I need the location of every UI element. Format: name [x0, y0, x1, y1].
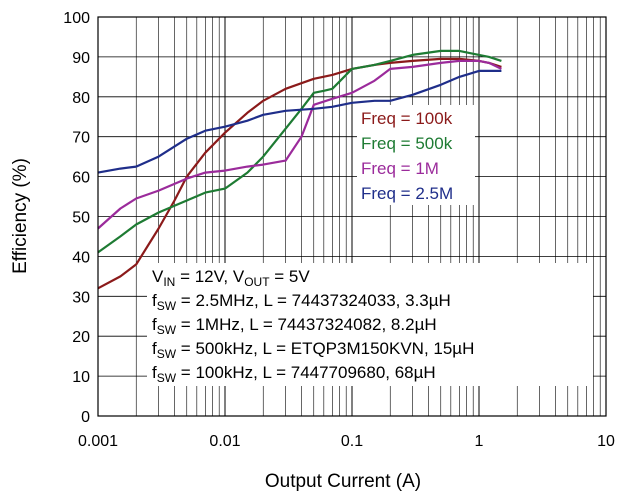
y-axis-label: Efficiency (%) — [10, 158, 31, 274]
legend-background — [357, 105, 475, 205]
plot-frame — [97, 16, 607, 417]
y-tick-labels: 0 10 20 30 40 50 60 70 80 90 100 — [63, 10, 90, 426]
y-tick-label: 100 — [63, 10, 90, 27]
x-tick-label: 0.01 — [209, 433, 240, 450]
y-tick-label: 20 — [72, 329, 90, 346]
series-line-4 — [97, 69, 502, 174]
y-tick-label: 40 — [72, 249, 90, 266]
note-part: f — [152, 339, 157, 358]
legend-entry-2: Freq = 500k — [361, 134, 453, 153]
notes-background — [147, 263, 593, 386]
legend-entry-3: Freq = 1M — [361, 159, 439, 178]
x-tick-label: 1 — [475, 433, 484, 450]
y-tick-label: 70 — [72, 130, 90, 147]
x-tick-label: 10 — [597, 433, 615, 450]
subscript: SW — [157, 371, 177, 385]
condition-note-3: fSW = 1MHz, L = 74437324082, 8.2µH — [152, 315, 437, 337]
note-part: = 1MHz, L = 74437324082, 8.2µH — [176, 315, 437, 334]
legend: Freq = 100k Freq = 500k Freq = 1M Freq = 2.… — [357, 105, 475, 205]
y-tick-label: 60 — [72, 170, 90, 187]
note-part: f — [152, 315, 157, 334]
note-part: = 100kHz, L = 7447709680, 68µH — [176, 363, 436, 382]
series-line-2 — [97, 49, 502, 254]
condition-note-2: fSW = 2.5MHz, L = 74437324033, 3.3µH — [152, 291, 451, 313]
y-tick-label: 10 — [72, 369, 90, 386]
condition-note-4: fSW = 500kHz, L = ETQP3M150KVN, 15µH — [152, 339, 474, 361]
subscript: SW — [157, 299, 177, 313]
legend-entry-4: Freq = 2.5M — [361, 184, 453, 203]
note-part: f — [152, 363, 157, 382]
series-line-3 — [97, 59, 502, 230]
y-tick-label: 80 — [72, 90, 90, 107]
y-tick-label: 30 — [72, 289, 90, 306]
note-part: f — [152, 291, 157, 310]
condition-note-1: VIN = 12V, VOUT = 5V — [152, 267, 310, 289]
subscript: IN — [163, 275, 175, 289]
x-tick-labels: 0.001 0.01 0.1 1 10 — [78, 433, 615, 450]
note-part: = 2.5MHz, L = 74437324033, 3.3µH — [176, 291, 451, 310]
subscript: SW — [157, 347, 177, 361]
condition-note-5: fSW = 100kHz, L = 7447709680, 68µH — [152, 363, 436, 385]
y-tick-label: 0 — [81, 409, 90, 426]
subscript: OUT — [244, 275, 270, 289]
legend-entry-1: Freq = 100k — [361, 109, 453, 128]
y-tick-label: 50 — [72, 210, 90, 227]
note-part: = 5V — [270, 267, 311, 286]
x-tick-label: 0.001 — [78, 433, 118, 450]
series-line-1 — [97, 57, 502, 290]
x-tick-label: 0.1 — [341, 433, 363, 450]
subscript: SW — [157, 323, 177, 337]
note-part: = 12V, V — [175, 267, 245, 286]
series-layer — [97, 49, 502, 290]
note-part: V — [152, 267, 164, 286]
y-tick-label: 90 — [72, 50, 90, 67]
note-part: = 500kHz, L = ETQP3M150KVN, 15µH — [176, 339, 474, 358]
x-axis-label: Output Current (A) — [265, 471, 421, 492]
